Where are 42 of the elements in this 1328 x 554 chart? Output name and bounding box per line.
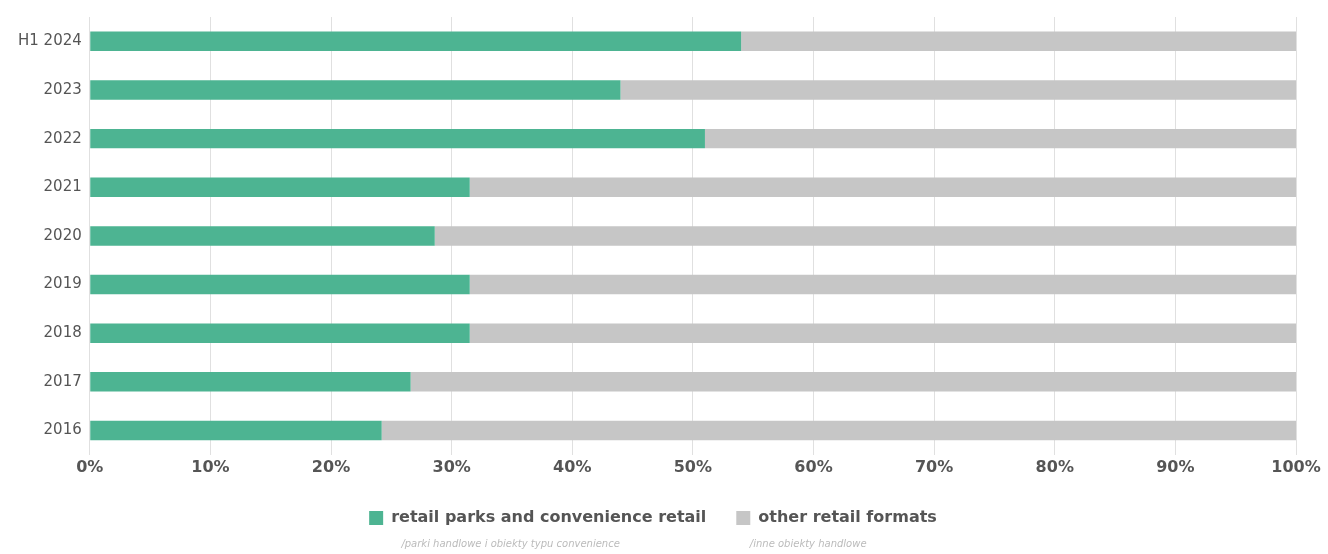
bar <box>90 31 742 52</box>
y-tick-label: 2019 <box>43 274 82 293</box>
x-tick-label: 40% <box>553 456 592 476</box>
bar <box>620 80 1296 100</box>
x-tick-label: 10% <box>191 456 230 476</box>
bar <box>469 274 1296 295</box>
bar <box>90 128 705 149</box>
bar <box>90 420 382 441</box>
y-tick-label: H1 2024 <box>18 31 82 50</box>
x-tick-label: 80% <box>1035 456 1074 476</box>
text: /inne obiekty handlowe <box>749 538 867 549</box>
legend-label: retail parks and convenience retail <box>391 507 707 527</box>
bar <box>90 80 621 100</box>
x-tick-label: 50% <box>673 456 713 476</box>
bar <box>704 128 1296 149</box>
x-tick-label: 20% <box>311 456 351 476</box>
x-tick-label: 100% <box>1271 456 1321 476</box>
y-tick-label: 2021 <box>43 177 82 196</box>
bar <box>90 323 470 343</box>
bar <box>741 31 1296 52</box>
bar <box>469 177 1296 197</box>
bar <box>90 274 470 295</box>
bar <box>434 226 1296 246</box>
bar <box>90 177 470 197</box>
x-tick-label: 0% <box>76 456 104 476</box>
bar <box>469 323 1296 343</box>
y-tick-label: 2023 <box>43 79 82 98</box>
bar <box>410 372 1296 392</box>
y-tick-label: 2022 <box>43 128 82 147</box>
bar <box>90 226 435 246</box>
x-tick-label: 60% <box>794 456 833 476</box>
y-tick-label: 2017 <box>43 371 82 390</box>
bar <box>90 372 411 392</box>
bar <box>381 420 1296 441</box>
x-tick-label: 30% <box>432 456 471 476</box>
y-tick-label: 2018 <box>43 323 82 342</box>
y-tick-label: 2016 <box>43 420 82 439</box>
x-tick-label: 90% <box>1156 456 1195 476</box>
y-tick-label: 2020 <box>43 225 82 244</box>
x-tick-label: 70% <box>914 456 954 476</box>
text: /parki handlowe i obiekty typu convenience <box>401 538 620 549</box>
legend-label: other retail formats <box>758 507 937 527</box>
